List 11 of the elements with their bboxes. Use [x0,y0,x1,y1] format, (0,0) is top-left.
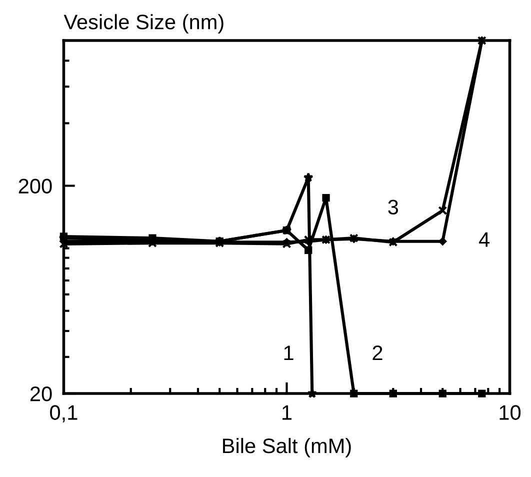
series-label: 3 [388,200,398,214]
y-tick-label: 200 [18,178,52,194]
y-tick-label: 20 [30,386,52,402]
x-tick-label: 10 [500,405,521,420]
y-axis-title: Vesicle Size (nm) [64,14,224,34]
series-label: 4 [478,232,490,247]
series-label: 1 [284,346,294,360]
series-label: 2 [372,345,382,360]
x-tick-label: 1 [282,405,292,420]
x-axis-title: Bile Salt (mM) [223,438,351,458]
x-tick-label: 0,1 [50,405,78,422]
